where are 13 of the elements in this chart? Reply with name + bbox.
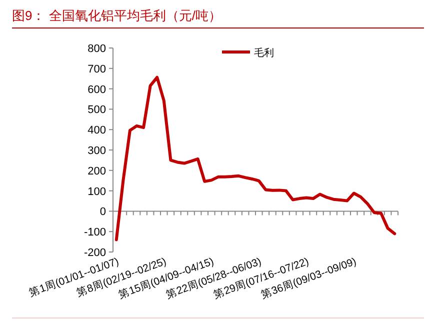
chart-title: 图9： 全国氧化铝平均毛利（元/吨） bbox=[12, 8, 222, 23]
legend-label: 毛利 bbox=[254, 47, 274, 59]
y-tick-label: -200 bbox=[84, 247, 106, 259]
y-tick-label: 200 bbox=[88, 165, 106, 178]
y-tick-label: 600 bbox=[88, 84, 106, 96]
y-tick-label: 100 bbox=[88, 186, 106, 198]
y-tick-label: 800 bbox=[88, 43, 106, 55]
y-tick-label: 400 bbox=[88, 124, 106, 137]
y-tick-label: 500 bbox=[88, 104, 106, 116]
y-tick-label: 0 bbox=[100, 206, 106, 218]
y-tick-label: 300 bbox=[88, 145, 106, 157]
y-tick-label: 700 bbox=[88, 63, 106, 76]
y-tick-label: -100 bbox=[84, 226, 106, 239]
